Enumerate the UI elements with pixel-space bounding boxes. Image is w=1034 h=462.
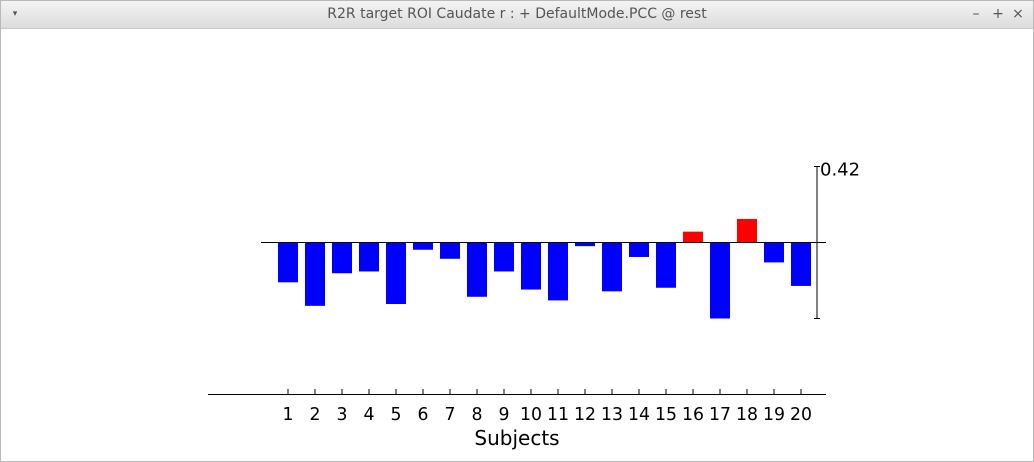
bar-subject-20 xyxy=(791,242,811,286)
bar-subject-11 xyxy=(548,242,568,301)
x-tick-label: 17 xyxy=(709,404,731,425)
bar-subject-15 xyxy=(656,242,676,288)
window-title: R2R target ROI Caudate r : + DefaultMode… xyxy=(327,6,707,22)
x-tick-label: 2 xyxy=(310,404,321,425)
title-bar[interactable]: ▾ R2R target ROI Caudate r : + DefaultMo… xyxy=(1,1,1033,29)
x-tick-label: 14 xyxy=(628,404,650,425)
bar-subject-18 xyxy=(737,218,757,243)
x-tick-label: 13 xyxy=(601,404,623,425)
maximize-icon[interactable]: + xyxy=(992,6,1004,22)
x-tick-label: 9 xyxy=(499,404,510,425)
x-tick-label: 11 xyxy=(547,404,569,425)
bar-subject-12 xyxy=(575,242,595,247)
x-ticks-group: 1 2 3 4 5 6 7 8 9 10 11 12 13 14 15 16 17 18 19 20 xyxy=(283,389,812,425)
x-tick-label: 1 xyxy=(283,404,294,425)
x-tick-label: 6 xyxy=(418,404,429,425)
x-tick-label: 19 xyxy=(763,404,785,425)
bars-group xyxy=(278,218,811,319)
x-tick-label: 12 xyxy=(574,404,596,425)
bar-subject-8 xyxy=(467,242,487,297)
bar-subject-5 xyxy=(386,242,406,305)
bar-subject-4 xyxy=(359,242,379,272)
x-axis-label: Subjects xyxy=(474,426,559,450)
bar-subject-17 xyxy=(710,242,730,319)
close-icon[interactable]: × xyxy=(1012,6,1024,22)
bar-subject-2 xyxy=(305,242,325,306)
x-tick-label: 5 xyxy=(391,404,402,425)
scale-label: 0.42 xyxy=(820,160,860,181)
bar-subject-16 xyxy=(683,231,703,243)
x-tick-label: 20 xyxy=(790,404,812,425)
x-tick-label: 16 xyxy=(682,404,704,425)
bar-subject-9 xyxy=(494,242,514,272)
bar-subject-7 xyxy=(440,242,460,259)
bar-subject-14 xyxy=(629,242,649,257)
bar-subject-1 xyxy=(278,242,298,283)
bar-subject-19 xyxy=(764,242,784,263)
bar-subject-10 xyxy=(521,242,541,290)
bar-subject-6 xyxy=(413,242,433,250)
x-tick-label: 3 xyxy=(337,404,348,425)
x-tick-label: 15 xyxy=(655,404,677,425)
window-menu-icon[interactable]: ▾ xyxy=(12,9,18,19)
bar-subject-3 xyxy=(332,242,352,274)
x-tick-label: 8 xyxy=(472,404,483,425)
x-tick-label: 10 xyxy=(520,404,542,425)
bar-subject-13 xyxy=(602,242,622,292)
x-tick-label: 4 xyxy=(364,404,375,425)
x-tick-label: 18 xyxy=(736,404,758,425)
minimize-icon[interactable]: – xyxy=(972,6,980,22)
x-tick-label: 7 xyxy=(445,404,456,425)
